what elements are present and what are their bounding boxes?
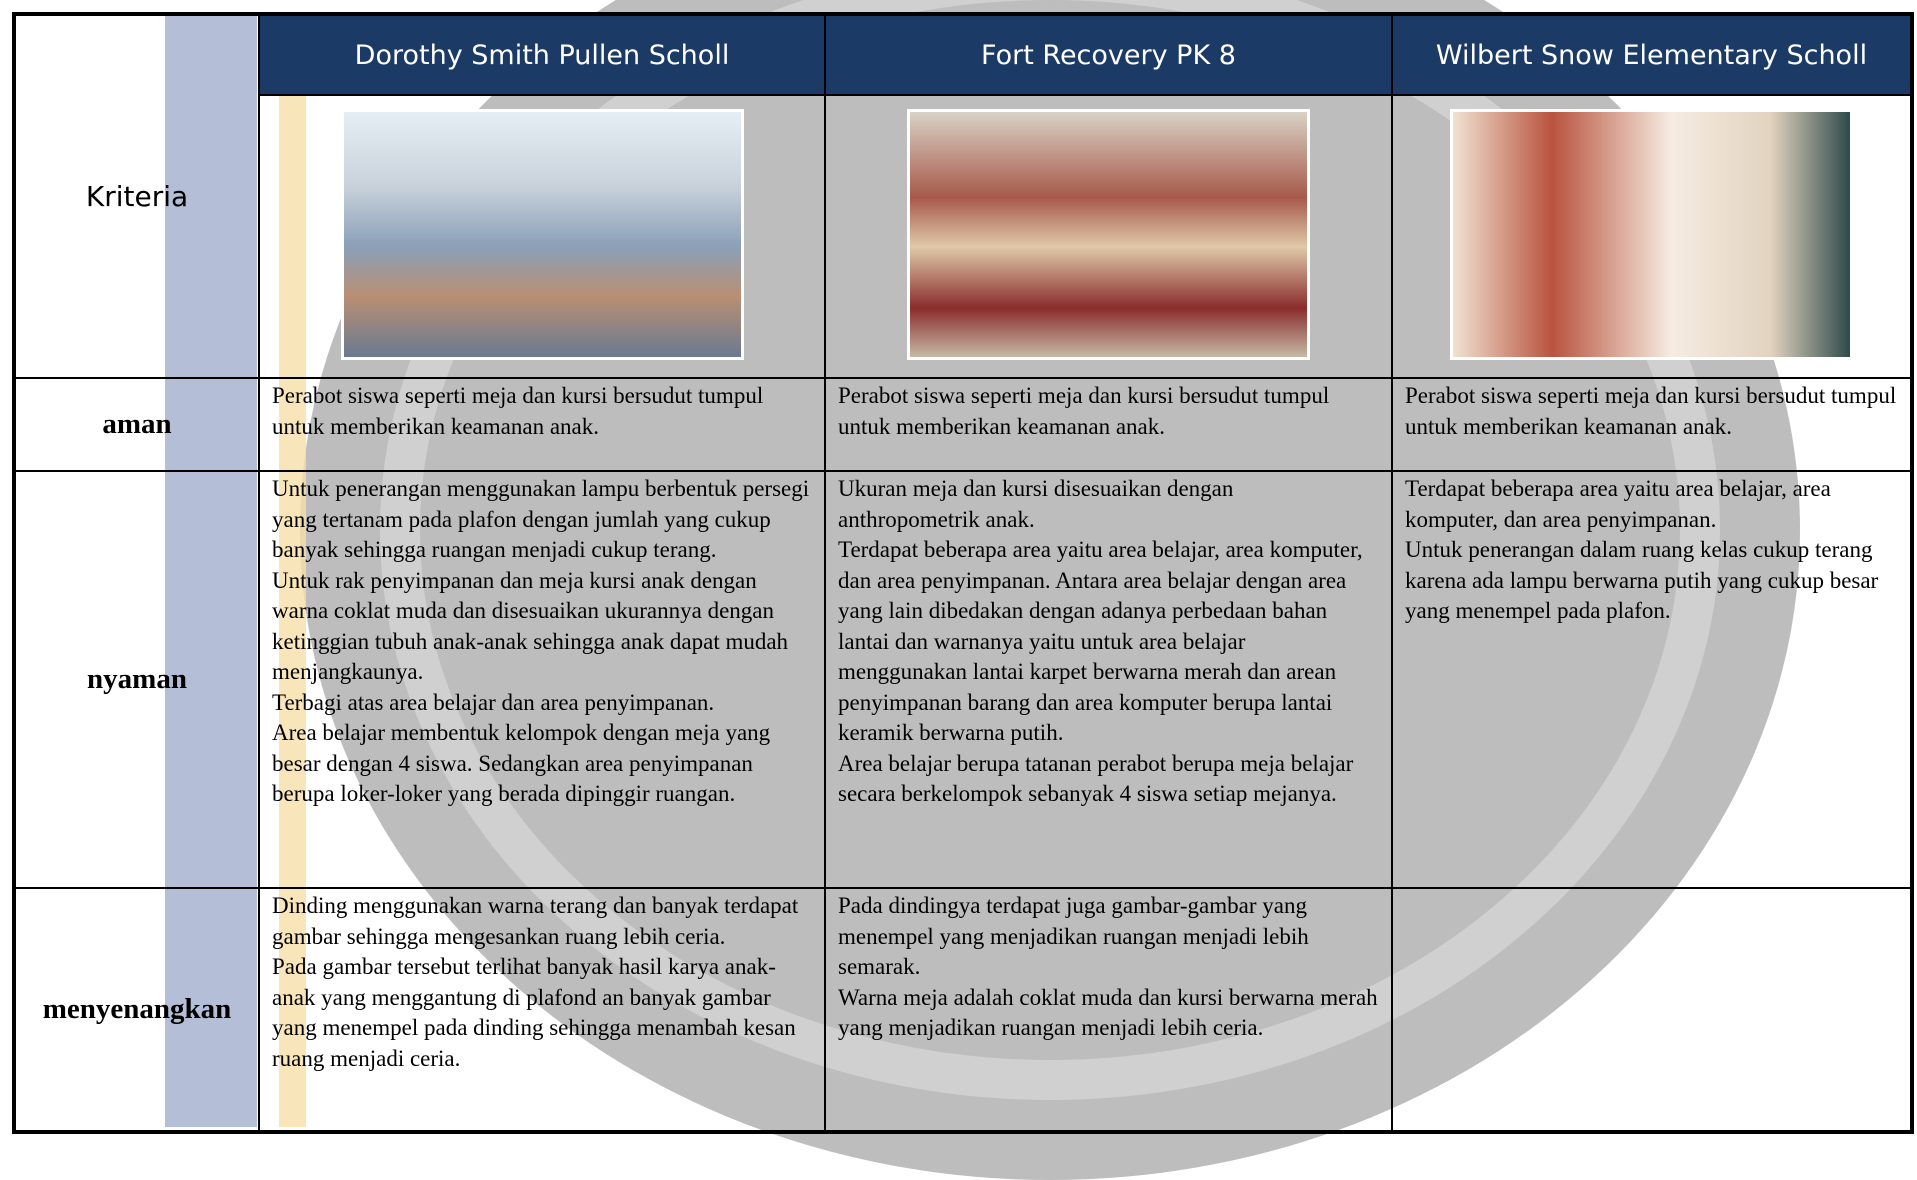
- paragraph: Terbagi atas area belajar dan area penyi…: [272, 689, 715, 715]
- paragraph: Area belajar membentuk kelompok dengan m…: [272, 720, 771, 806]
- paragraph: Terdapat beberapa area yaitu area belaja…: [838, 537, 1363, 745]
- criteria-label: menyenangkan: [13, 887, 260, 1133]
- criteria-cell: [1391, 887, 1913, 1133]
- criteria-label: nyaman: [13, 470, 260, 889]
- criteria-cell: Perabot siswa seperti meja dan kursi ber…: [1391, 377, 1913, 472]
- criteria-cell: Perabot siswa seperti meja dan kursi ber…: [258, 377, 826, 472]
- criteria-cell: Ukuran meja dan kursi disesuaikan dengan…: [824, 470, 1393, 889]
- paragraph: Pada gambar tersebut terlihat banyak has…: [272, 954, 796, 1071]
- classroom-photo: [907, 108, 1310, 360]
- criteria-cell: Untuk penerangan menggunakan lampu berbe…: [258, 470, 826, 889]
- column-header: Wilbert Snow Elementary Scholl: [1391, 13, 1913, 96]
- column-header: Fort Recovery PK 8: [824, 13, 1393, 96]
- comparison-table: Kriteria Dorothy Smith Pullen Scholl Fort …: [12, 12, 1914, 1134]
- criteria-row: aman Perabot siswa seperti meja dan kursi…: [13, 377, 1913, 472]
- paragraph: Dinding menggunakan warna terang dan ban…: [272, 893, 799, 949]
- paragraph: Pada dindingya terdapat juga gambar-gamb…: [838, 893, 1309, 979]
- criteria-cell: Dinding menggunakan warna terang dan ban…: [258, 887, 826, 1133]
- paragraph: Ukuran meja dan kursi disesuaikan dengan…: [838, 476, 1234, 532]
- image-cell: [824, 94, 1393, 379]
- criteria-row: menyenangkan Dinding menggunakan warna te…: [13, 887, 1913, 1133]
- criteria-cell: Terdapat beberapa area yaitu area belaja…: [1391, 470, 1913, 889]
- paragraph: Untuk penerangan menggunakan lampu berbe…: [272, 476, 810, 562]
- paragraph: Perabot siswa seperti meja dan kursi ber…: [1405, 383, 1897, 439]
- paragraph: Perabot siswa seperti meja dan kursi ber…: [272, 383, 764, 439]
- image-row: [14, 94, 1913, 379]
- paragraph: Untuk rak penyimpanan dan meja kursi ana…: [272, 567, 789, 685]
- criteria-row: nyaman Untuk penerangan menggunakan lampu…: [13, 470, 1913, 889]
- criteria-label: aman: [13, 377, 260, 472]
- paragraph: Warna meja adalah coklat muda dan kursi …: [838, 984, 1378, 1041]
- paragraph: Perabot siswa seperti meja dan kursi ber…: [838, 383, 1330, 439]
- paragraph: Terdapat beberapa area yaitu area belaja…: [1405, 476, 1831, 532]
- corner-cell: Kriteria: [13, 13, 260, 379]
- header-row: Kriteria Dorothy Smith Pullen Scholl Fort …: [13, 13, 1913, 379]
- criteria-cell: Perabot siswa seperti meja dan kursi ber…: [824, 377, 1393, 472]
- classroom-photo: [340, 108, 744, 360]
- page: {"table":{ "corner":"Kriteria", "columns…: [12, 0, 1914, 1180]
- column-header: Dorothy Smith Pullen Scholl: [258, 13, 826, 96]
- classroom-photo: [1450, 108, 1853, 360]
- criteria-cell: Pada dindingya terdapat juga gambar-gamb…: [824, 887, 1393, 1133]
- paragraph: Untuk penerangan dalam ruang kelas cukup…: [1405, 537, 1879, 623]
- paragraph: Area belajar berupa tatanan perabot beru…: [838, 750, 1354, 807]
- image-cell: [258, 94, 826, 379]
- image-cell: [1391, 94, 1913, 379]
